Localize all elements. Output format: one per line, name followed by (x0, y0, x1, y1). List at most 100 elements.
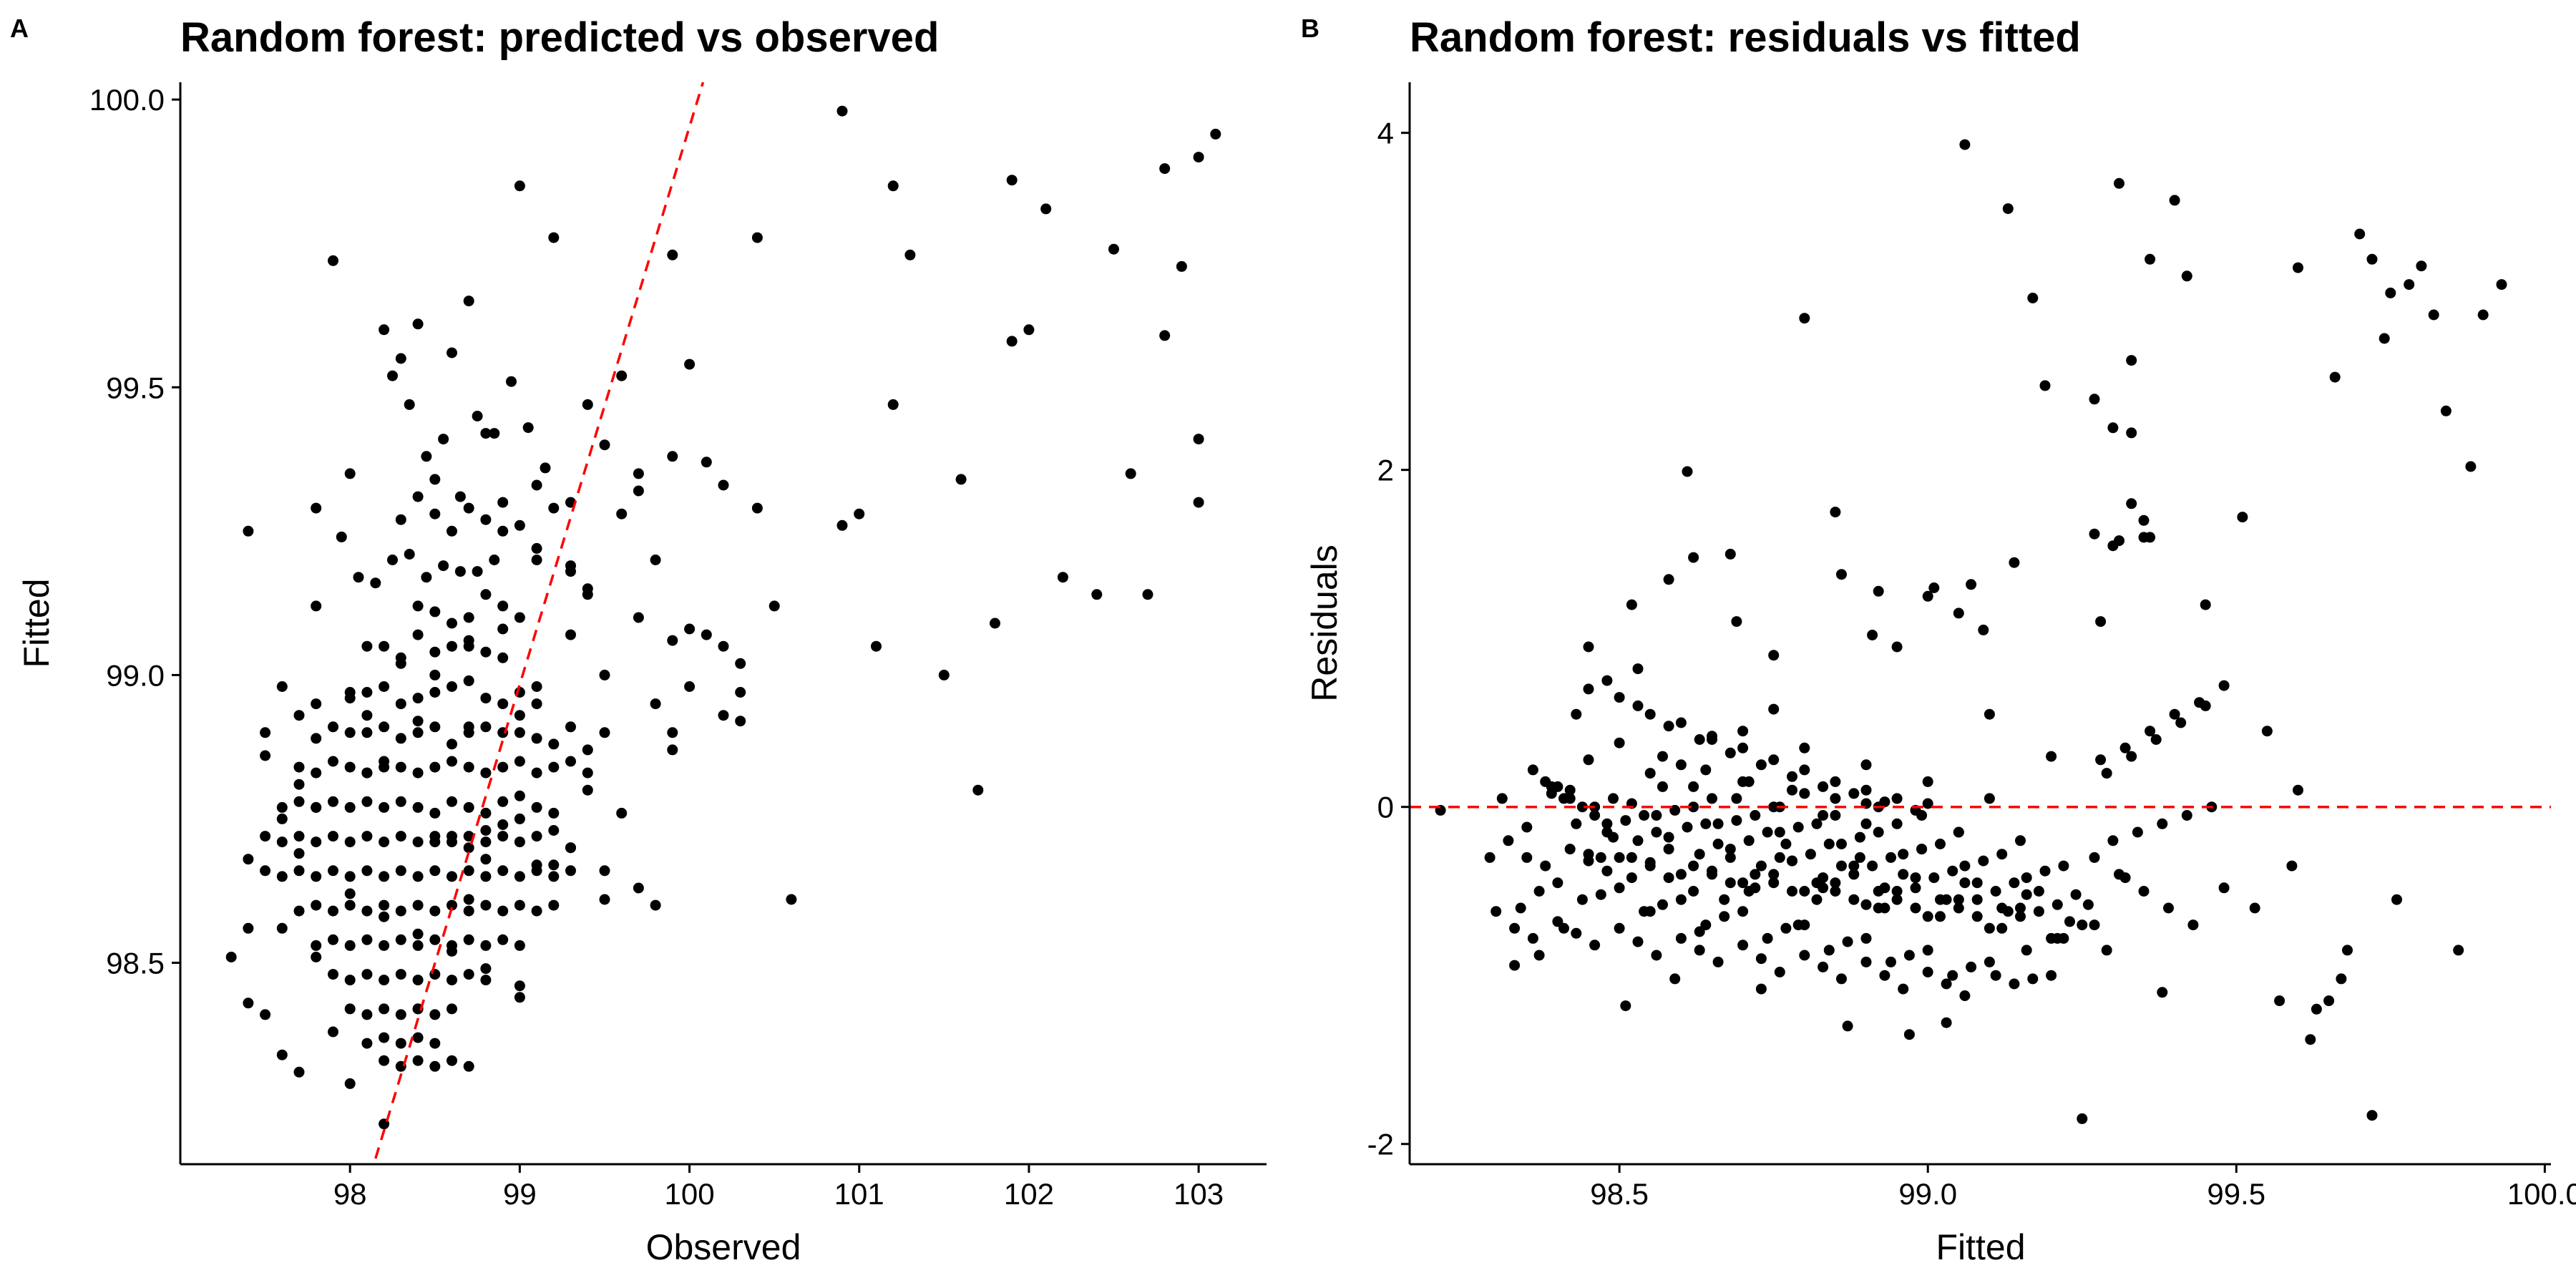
panel-a-x-tick-label: 101 (834, 1177, 884, 1211)
panel-b-data-point (2391, 894, 2402, 905)
panel-b-data-point (1885, 956, 1896, 967)
panel-a-data-point (447, 831, 457, 842)
panel-b-data-point (2082, 899, 2094, 910)
panel-a-data-point (887, 180, 899, 192)
panel-b-x-tick-label: 100.0 (2507, 1177, 2576, 1211)
panel-a-data-point (395, 658, 406, 669)
panel-a-data-point (565, 629, 576, 640)
panel-b-data-point (1836, 860, 1847, 872)
panel-a-data-point (854, 508, 865, 519)
panel-b-data-point (2342, 945, 2353, 956)
panel-b-data-point (1811, 877, 1823, 889)
panel-b-data-point (1910, 902, 1921, 914)
panel-a-data-point (497, 865, 509, 877)
panel-a-data-point (361, 710, 373, 721)
panel-a-data-point (387, 555, 398, 565)
panel-a-data-point (531, 733, 542, 744)
panel-a-data-point (565, 865, 576, 877)
panel-b-data-point (2089, 852, 2100, 863)
panel-b-data-point (1787, 771, 1797, 782)
panel-a-data-point (412, 801, 424, 813)
panel-b-data-point (1601, 818, 1613, 829)
panel-a-data-point (497, 497, 509, 508)
panel-b-data-point (1620, 815, 1631, 826)
panel-a-data-point (531, 859, 542, 871)
panel-a-data-point (489, 428, 500, 439)
panel-a-data-point (633, 612, 644, 623)
panel-a-data-point (404, 549, 415, 560)
panel-b-data-point (2237, 512, 2248, 523)
panel-b-data-point (1805, 849, 1816, 860)
panel-a-data-point (633, 468, 644, 479)
panel-b-data-point (2114, 177, 2124, 189)
panel-a-data-point (531, 801, 542, 813)
panel-a-title: Random forest: predicted vs observed (180, 14, 939, 61)
panel-b-data-point (1848, 788, 1860, 799)
panel-a-data-point (565, 842, 576, 854)
panel-b-data-point (2077, 1113, 2088, 1124)
panel-a-data-point (514, 871, 525, 882)
panel-a-data-point (344, 1078, 356, 1089)
panel-b-data-point (1854, 852, 1865, 863)
panel-a-data-point (395, 831, 406, 842)
panel-a-data-point (379, 1055, 390, 1066)
panel-a-data-point (582, 744, 593, 756)
panel-a-data-point (769, 600, 780, 612)
panel-b-y-tick-label: 4 (1377, 117, 1394, 150)
panel-a-data-point (429, 969, 441, 980)
panel-a-data-point (276, 813, 288, 824)
panel-a-data-point (379, 975, 390, 986)
panel-b-data-point (1836, 839, 1847, 849)
panel-a-data-point (463, 675, 474, 686)
panel-b-data-point (2039, 865, 2051, 877)
panel-a-data-point (412, 899, 424, 911)
panel-a-data-point (328, 796, 338, 807)
panel-a-data-point (871, 640, 882, 652)
panel-b-data-point (1768, 703, 1780, 715)
panel-a-data-point (379, 911, 390, 922)
panel-a-data-point (1125, 468, 1136, 479)
panel-a-data-point (412, 693, 424, 704)
panel-a-data-point (429, 905, 441, 917)
panel-b-data-point (1799, 886, 1810, 897)
panel-a-data-point (429, 934, 441, 945)
panel-b-data-point (2089, 528, 2100, 540)
panel-a-data-point (412, 928, 424, 940)
panel-b-data-point (1898, 869, 1909, 880)
panel-b-data-point (2379, 333, 2390, 344)
panel-b-data-point (1836, 569, 1847, 580)
panel-a-data-point (293, 1066, 305, 1078)
panel-a-data-point (497, 819, 509, 830)
panel-a-y-tick-label: 99.0 (106, 658, 165, 692)
panel-b-data-point (1860, 818, 1872, 829)
panel-b-data-point (1922, 945, 1933, 956)
panel-b-data-point (1527, 764, 1538, 776)
panel-a-data-point (293, 905, 305, 917)
panel-a-data-point (412, 975, 424, 986)
panel-a-data-point (463, 1060, 474, 1072)
panel-a-data-point (395, 796, 406, 807)
panel-b-data-point (1818, 810, 1829, 821)
panel-b-data-point (1780, 922, 1792, 934)
panel-a-data-point (514, 836, 525, 848)
panel-a-data-point (514, 727, 525, 738)
panel-b-data-point (1916, 810, 1928, 821)
panel-a-data-point (582, 767, 593, 779)
panel-b-data-point (1576, 894, 1588, 905)
panel-a-data-point (328, 865, 338, 877)
panel-b-data-point (1651, 826, 1662, 838)
panel-a-data-point (514, 940, 525, 951)
panel-a-data-point (311, 502, 322, 514)
panel-b-data-point (1620, 1000, 1631, 1012)
panel-a-data-point (751, 232, 763, 243)
panel-b-x-tick-label: 99.5 (2207, 1177, 2265, 1211)
panel-b-data-point (1632, 936, 1644, 947)
panel-a-y-axis-title: Fitted (16, 578, 57, 668)
panel-a-data-point (480, 693, 492, 704)
panel-b-data-point (1818, 781, 1829, 792)
panel-b-data-point (2015, 911, 2026, 922)
panel-a-data-point (344, 871, 356, 882)
panel-b-data-point (1885, 852, 1896, 863)
panel-a-data-point (395, 934, 406, 945)
panel-b-data-point (1996, 922, 2008, 934)
